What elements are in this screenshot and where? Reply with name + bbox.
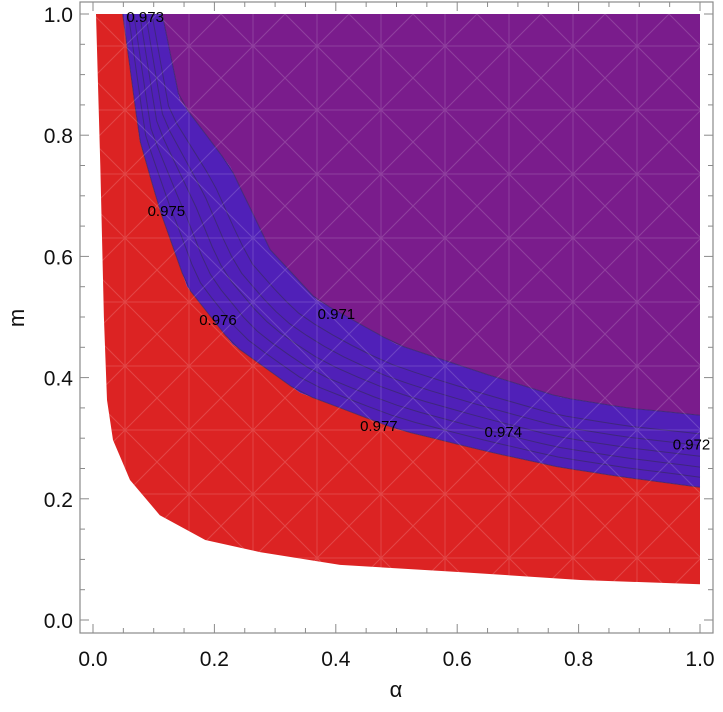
mesh-overlay — [96, 14, 700, 585]
y-tick-label: 0.0 — [44, 610, 73, 633]
x-tick-label: 0.4 — [321, 648, 351, 671]
contour-label: 0.976 — [199, 312, 237, 329]
y-tick-label: 0.2 — [44, 489, 73, 512]
x-tick-label: 0.8 — [564, 648, 593, 671]
x-tick-label: 0.6 — [443, 648, 472, 671]
x-tick-label: 1.0 — [685, 648, 714, 671]
y-tick-label: 0.6 — [44, 246, 73, 269]
contour-label: 0.974 — [485, 424, 523, 441]
plot-area: 0.971 0.972 0.973 0.974 0.975 0.976 0.977 — [96, 9, 710, 585]
y-tick-label: 0.4 — [44, 368, 74, 391]
contour-label: 0.972 — [673, 436, 711, 453]
contour-label: 0.973 — [126, 9, 164, 26]
y-axis-ticks: 0.0 0.2 0.4 0.6 0.8 1.0 — [44, 4, 713, 633]
x-axis-ticks: 0.0 0.2 0.4 0.6 0.8 1.0 — [78, 2, 715, 671]
x-tick-label: 0.2 — [200, 648, 229, 671]
y-tick-label: 1.0 — [44, 4, 73, 27]
x-tick-label: 0.0 — [78, 648, 107, 671]
y-axis-title: m — [4, 309, 29, 327]
y-tick-label: 0.8 — [44, 125, 73, 148]
contour-label: 0.971 — [318, 306, 356, 323]
contour-label: 0.975 — [148, 203, 186, 220]
contour-labels: 0.971 0.972 0.973 0.974 0.975 0.976 0.977 — [126, 9, 710, 453]
x-axis-title: α — [390, 677, 403, 702]
contour-label: 0.977 — [360, 418, 398, 435]
